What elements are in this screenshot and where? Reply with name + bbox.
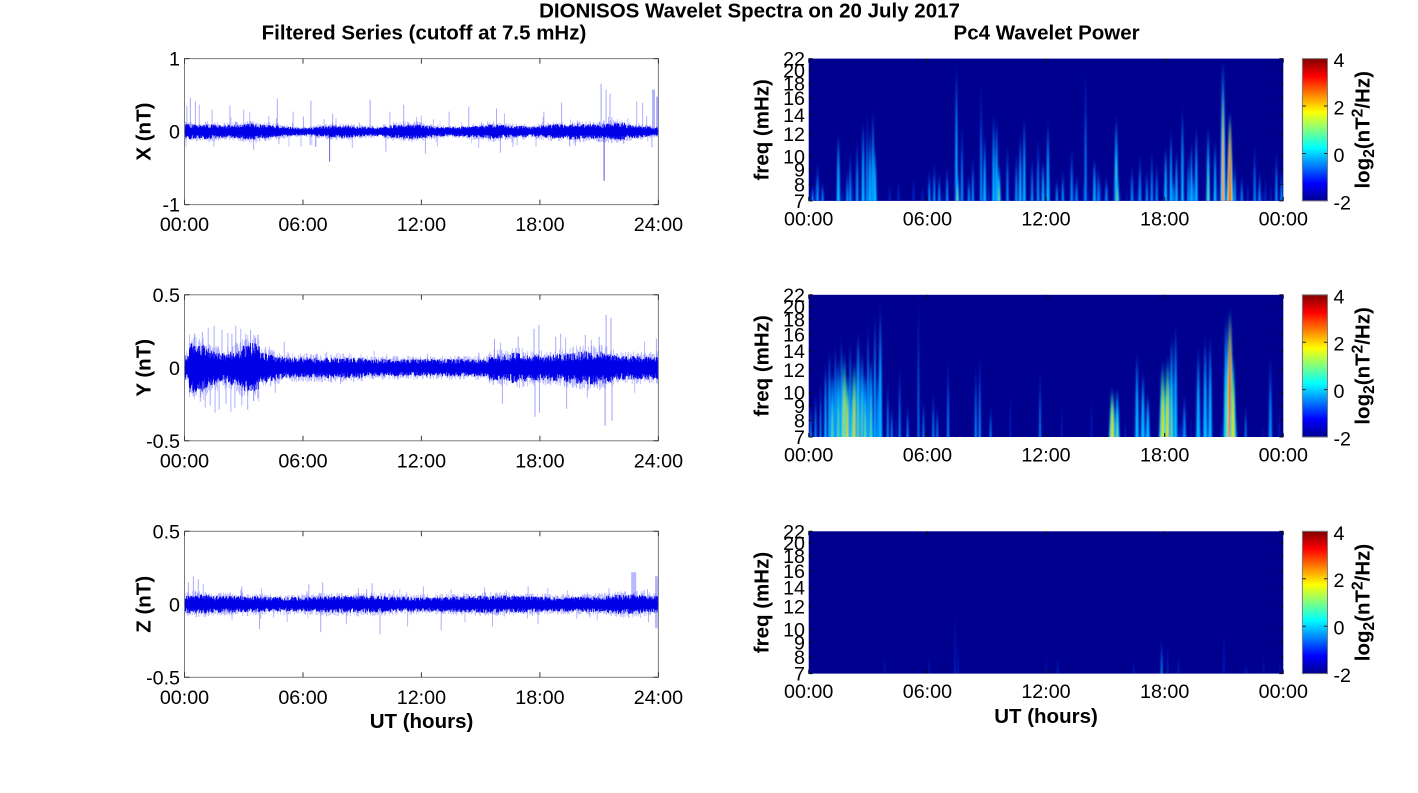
svg-text:-1: -1 <box>162 195 180 217</box>
svg-text:06:00: 06:00 <box>278 687 327 709</box>
svg-text:log2(nT2/Hz): log2(nT2/Hz) <box>1350 307 1379 424</box>
svg-text:0: 0 <box>169 358 180 380</box>
svg-text:24:00: 24:00 <box>634 450 683 472</box>
svg-text:16: 16 <box>783 324 805 346</box>
svg-text:00:00: 00:00 <box>784 681 833 703</box>
svg-text:2: 2 <box>1334 334 1345 356</box>
svg-text:12: 12 <box>783 360 805 382</box>
svg-text:22: 22 <box>783 521 805 543</box>
svg-text:00:00: 00:00 <box>160 687 209 709</box>
svg-text:00:00: 00:00 <box>784 208 833 230</box>
svg-text:14: 14 <box>783 578 805 600</box>
svg-text:00:00: 00:00 <box>1259 681 1308 703</box>
svg-text:X (nT): X (nT) <box>133 103 156 161</box>
svg-text:10: 10 <box>783 619 805 641</box>
svg-text:-0.5: -0.5 <box>146 431 180 453</box>
svg-text:Y (nT): Y (nT) <box>133 339 156 397</box>
svg-text:16: 16 <box>783 88 805 110</box>
svg-text:9: 9 <box>794 396 805 418</box>
svg-text:10: 10 <box>783 147 805 169</box>
svg-text:7: 7 <box>794 427 805 449</box>
svg-text:12: 12 <box>783 597 805 619</box>
svg-text:22: 22 <box>783 285 805 307</box>
svg-text:20: 20 <box>783 533 805 555</box>
svg-text:18:00: 18:00 <box>515 450 564 472</box>
svg-text:06:00: 06:00 <box>903 208 952 230</box>
svg-text:freq (mHz): freq (mHz) <box>751 552 774 653</box>
svg-text:0.5: 0.5 <box>153 285 180 307</box>
svg-text:4: 4 <box>1334 50 1345 72</box>
svg-text:00:00: 00:00 <box>1259 445 1308 467</box>
svg-text:freq (mHz): freq (mHz) <box>751 315 774 416</box>
svg-text:9: 9 <box>794 160 805 182</box>
svg-text:18: 18 <box>783 310 805 332</box>
svg-text:20: 20 <box>783 297 805 319</box>
svg-text:-2: -2 <box>1334 192 1352 214</box>
svg-text:18:00: 18:00 <box>1140 445 1189 467</box>
svg-text:20: 20 <box>783 60 805 82</box>
svg-text:0: 0 <box>169 594 180 616</box>
svg-text:-2: -2 <box>1334 665 1352 687</box>
svg-text:22: 22 <box>783 49 805 71</box>
svg-text:12: 12 <box>783 124 805 146</box>
svg-text:16: 16 <box>783 561 805 583</box>
svg-text:06:00: 06:00 <box>903 681 952 703</box>
svg-text:DIONISOS Wavelet Spectra on 20: DIONISOS Wavelet Spectra on 20 July 2017 <box>539 0 960 22</box>
svg-text:1: 1 <box>169 49 180 71</box>
svg-text:06:00: 06:00 <box>903 445 952 467</box>
svg-text:18: 18 <box>783 74 805 96</box>
svg-text:00:00: 00:00 <box>160 450 209 472</box>
svg-text:24:00: 24:00 <box>634 687 683 709</box>
svg-text:0: 0 <box>169 122 180 144</box>
svg-text:4: 4 <box>1334 286 1345 308</box>
svg-text:06:00: 06:00 <box>278 214 327 236</box>
svg-text:00:00: 00:00 <box>784 445 833 467</box>
svg-text:Filtered Series (cutoff at 7.5: Filtered Series (cutoff at 7.5 mHz) <box>262 21 587 44</box>
svg-text:14: 14 <box>783 341 805 363</box>
svg-text:12:00: 12:00 <box>397 687 446 709</box>
svg-text:UT (hours): UT (hours) <box>370 710 474 733</box>
svg-text:0: 0 <box>1334 381 1345 403</box>
svg-text:00:00: 00:00 <box>1259 208 1308 230</box>
svg-text:14: 14 <box>783 105 805 127</box>
svg-text:4: 4 <box>1334 523 1345 545</box>
svg-text:24:00: 24:00 <box>634 214 683 236</box>
svg-text:0: 0 <box>1334 145 1345 167</box>
svg-text:2: 2 <box>1334 570 1345 592</box>
svg-text:12:00: 12:00 <box>1021 681 1070 703</box>
svg-text:18: 18 <box>783 546 805 568</box>
svg-text:-0.5: -0.5 <box>146 667 180 689</box>
svg-text:12:00: 12:00 <box>1021 445 1070 467</box>
svg-text:10: 10 <box>783 383 805 405</box>
svg-text:18:00: 18:00 <box>515 687 564 709</box>
svg-text:12:00: 12:00 <box>397 214 446 236</box>
svg-text:12:00: 12:00 <box>1021 208 1070 230</box>
svg-text:12:00: 12:00 <box>397 450 446 472</box>
svg-text:18:00: 18:00 <box>1140 681 1189 703</box>
svg-text:-2: -2 <box>1334 429 1352 451</box>
svg-text:7: 7 <box>794 664 805 686</box>
svg-text:8: 8 <box>794 410 805 432</box>
svg-text:log2(nT2/Hz): log2(nT2/Hz) <box>1350 71 1379 188</box>
svg-text:9: 9 <box>794 632 805 654</box>
svg-text:18:00: 18:00 <box>1140 208 1189 230</box>
svg-text:freq (mHz): freq (mHz) <box>751 79 774 180</box>
svg-text:2: 2 <box>1334 98 1345 120</box>
svg-text:UT (hours): UT (hours) <box>994 705 1098 728</box>
svg-text:8: 8 <box>794 174 805 196</box>
svg-text:18:00: 18:00 <box>515 214 564 236</box>
svg-text:0.5: 0.5 <box>153 521 180 543</box>
svg-text:8: 8 <box>794 647 805 669</box>
svg-text:Pc4 Wavelet Power: Pc4 Wavelet Power <box>954 21 1140 44</box>
svg-text:0: 0 <box>1334 618 1345 640</box>
svg-text:Z (nT): Z (nT) <box>133 576 156 633</box>
svg-text:log2(nT2/Hz): log2(nT2/Hz) <box>1350 544 1379 661</box>
svg-text:7: 7 <box>794 191 805 213</box>
svg-text:06:00: 06:00 <box>278 450 327 472</box>
svg-text:00:00: 00:00 <box>160 214 209 236</box>
